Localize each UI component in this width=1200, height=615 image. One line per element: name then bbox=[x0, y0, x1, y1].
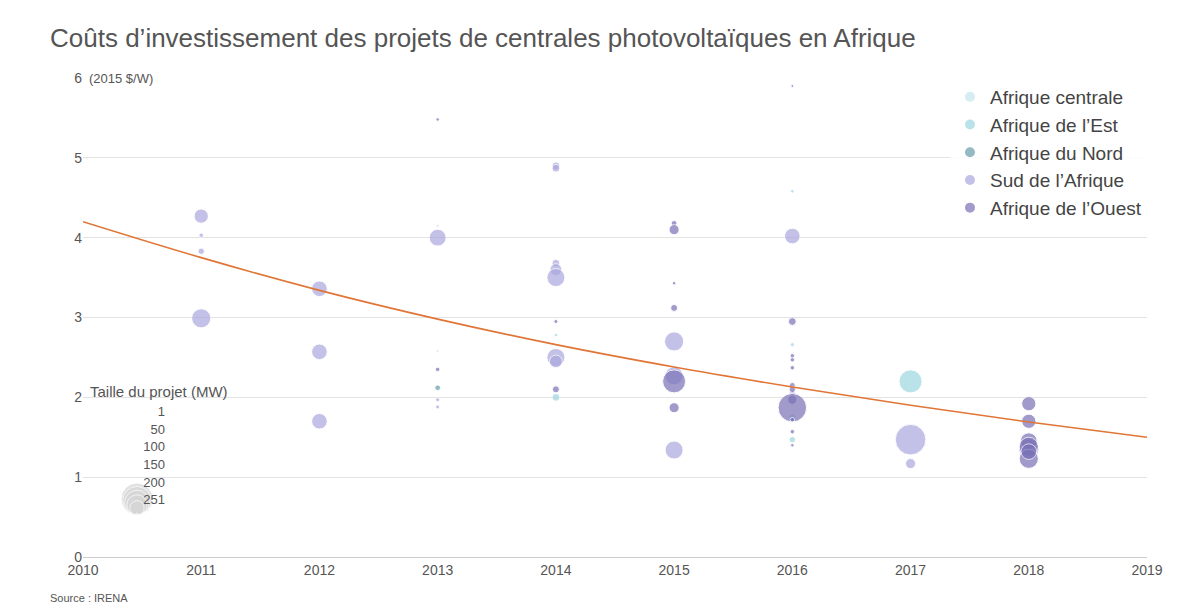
svg-text:1: 1 bbox=[74, 469, 82, 485]
svg-text:2019: 2019 bbox=[1131, 562, 1162, 578]
svg-text:Source : IRENA: Source : IRENA bbox=[50, 592, 128, 604]
svg-text:Taille du projet (MW): Taille du projet (MW) bbox=[90, 383, 228, 400]
svg-text:3: 3 bbox=[74, 309, 82, 325]
svg-text:Sud de l’Afrique: Sud de l’Afrique bbox=[990, 170, 1124, 191]
svg-text:0: 0 bbox=[74, 549, 82, 565]
svg-text:2010: 2010 bbox=[67, 562, 98, 578]
svg-text:5: 5 bbox=[74, 150, 82, 166]
svg-text:100: 100 bbox=[143, 439, 165, 454]
svg-text:2014: 2014 bbox=[540, 562, 571, 578]
svg-text:6: 6 bbox=[74, 70, 82, 86]
svg-text:2016: 2016 bbox=[777, 562, 808, 578]
svg-text:Coûts d’investissement des pro: Coûts d’investissement des projets de ce… bbox=[50, 23, 916, 53]
svg-text:2013: 2013 bbox=[422, 562, 453, 578]
svg-text:2015: 2015 bbox=[659, 562, 690, 578]
svg-text:Afrique de l’Ouest: Afrique de l’Ouest bbox=[990, 198, 1142, 219]
svg-text:2012: 2012 bbox=[304, 562, 335, 578]
svg-text:4: 4 bbox=[74, 230, 82, 246]
svg-text:Afrique de l’Est: Afrique de l’Est bbox=[990, 115, 1119, 136]
svg-text:(2015 $/W): (2015 $/W) bbox=[89, 71, 153, 86]
svg-text:2017: 2017 bbox=[895, 562, 926, 578]
svg-text:Afrique centrale: Afrique centrale bbox=[990, 87, 1123, 108]
svg-text:2018: 2018 bbox=[1013, 562, 1044, 578]
svg-text:2: 2 bbox=[74, 389, 82, 405]
svg-text:251: 251 bbox=[143, 492, 165, 507]
svg-text:2011: 2011 bbox=[186, 562, 216, 578]
svg-text:200: 200 bbox=[143, 475, 165, 490]
svg-text:150: 150 bbox=[143, 457, 165, 472]
svg-text:50: 50 bbox=[151, 422, 165, 437]
svg-text:1: 1 bbox=[158, 404, 165, 419]
svg-text:Afrique du Nord: Afrique du Nord bbox=[990, 143, 1123, 164]
